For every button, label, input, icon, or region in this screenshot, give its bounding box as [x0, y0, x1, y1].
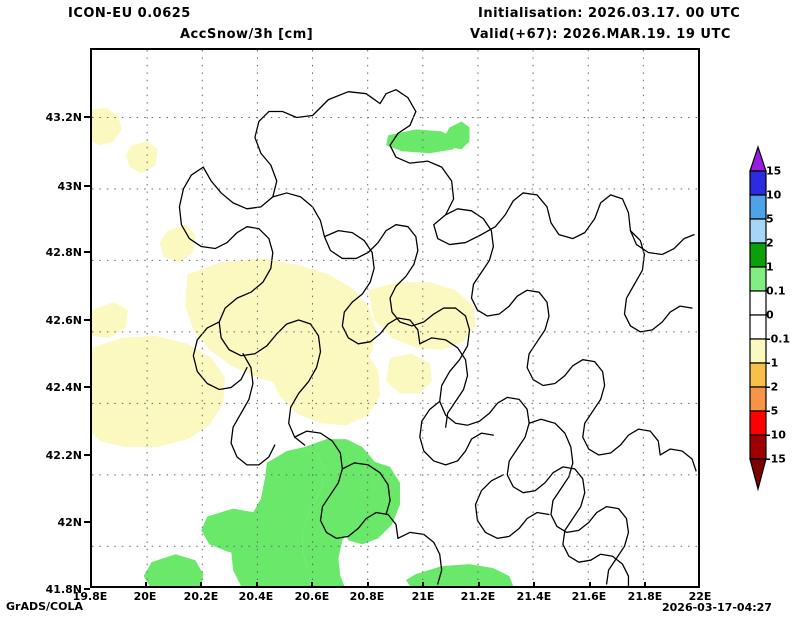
colorbar-label-neg-1: -1 [766, 356, 779, 370]
ytick-label-43n: 43N [57, 180, 82, 193]
colorbar-label-neg-15: -15 [766, 452, 786, 466]
xtick-mark-20-6e [311, 582, 313, 588]
xtick-mark-21e [422, 582, 424, 588]
colorbar-label-10: 10 [766, 188, 782, 202]
model-title: ICON-EU 0.0625 [68, 6, 191, 21]
xtick-mark-20-4e [256, 582, 258, 588]
xtick-mark-20-8e [367, 582, 369, 588]
colorbar-label-2: 2 [766, 236, 774, 250]
initialisation-time: Initialisation: 2026.03.17. 00 UTC [478, 6, 741, 21]
xtick-mark-20e [145, 582, 147, 588]
shaded-field-negative [92, 107, 476, 448]
colorbar-label-5: 5 [766, 212, 774, 226]
colorbar-label-neg-0-1: -0.1 [766, 332, 791, 346]
colorbar-cap-low [749, 458, 767, 492]
xtick-label-20-2e: 20.2E [183, 590, 219, 603]
xtick-mark-21-2e [478, 582, 480, 588]
ytick-mark-42-2n [84, 454, 90, 456]
ytick-label-43-2n: 43.2N [45, 111, 82, 124]
xtick-label-21-4e: 21.4E [516, 590, 552, 603]
map-plot-area [90, 48, 700, 588]
shaded-field-positive [143, 121, 514, 586]
ytick-mark-41-8n [84, 588, 90, 590]
xtick-label-22e: 22E [688, 590, 712, 603]
valid-time: Valid(+67): 2026.MAR.19. 19 UTC [470, 27, 731, 42]
ytick-mark-42-8n [84, 251, 90, 253]
xtick-label-21e: 21E [411, 590, 435, 603]
field-title: AccSnow/3h [cm] [180, 27, 314, 42]
generation-timestamp: 2026-03-17-04:27 [662, 601, 772, 614]
xtick-label-21-8e: 21.8E [627, 590, 663, 603]
colorbar-label-neg-10: -10 [766, 428, 786, 442]
xtick-mark-20-2e [200, 582, 202, 588]
ytick-label-41-8n: 41.8N [45, 583, 82, 596]
producer-credit: GrADS/COLA [6, 600, 83, 613]
ytick-mark-43n [84, 185, 90, 187]
ytick-label-42-2n: 42.2N [45, 449, 82, 462]
colorbar-label-neg-5: -5 [766, 404, 779, 418]
administrative-borders [178, 89, 697, 586]
ytick-label-42-8n: 42.8N [45, 246, 82, 259]
colorbar-label-15: 15 [766, 164, 782, 178]
ytick-label-42-6n: 42.6N [45, 314, 82, 327]
xtick-label-21-2e: 21.2E [460, 590, 496, 603]
colorbar-label-0-1: 0.1 [766, 284, 786, 298]
colorbar-label-neg-2: -2 [766, 380, 779, 394]
xtick-mark-21-8e [644, 582, 646, 588]
colorbar-label-1: 1 [766, 260, 774, 274]
xtick-label-20e: 20E [133, 590, 157, 603]
xtick-label-21-6e: 21.6E [571, 590, 607, 603]
ytick-label-42-4n: 42.4N [45, 381, 82, 394]
colorbar-swatches [749, 145, 767, 492]
xtick-mark-21-6e [589, 582, 591, 588]
colorbar-cap-high [749, 145, 767, 172]
map-canvas [92, 50, 698, 586]
xtick-label-20-6e: 20.6E [294, 590, 330, 603]
ytick-mark-42n [84, 521, 90, 523]
ytick-mark-43-2n [84, 116, 90, 118]
colorbar-bands [749, 170, 767, 460]
xtick-label-19-8e: 19.8E [72, 590, 108, 603]
xtick-mark-21-4e [533, 582, 535, 588]
xtick-label-20-4e: 20.4E [238, 590, 274, 603]
colorbar: 15 10 5 2 1 0.1 0 -0.1 -1 -2 -5 -10 -15 [736, 145, 800, 493]
colorbar-label-0: 0 [766, 308, 774, 322]
ytick-label-42n: 42N [57, 516, 82, 529]
ytick-mark-42-4n [84, 386, 90, 388]
ytick-mark-42-6n [84, 319, 90, 321]
xtick-label-20-8e: 20.8E [349, 590, 385, 603]
